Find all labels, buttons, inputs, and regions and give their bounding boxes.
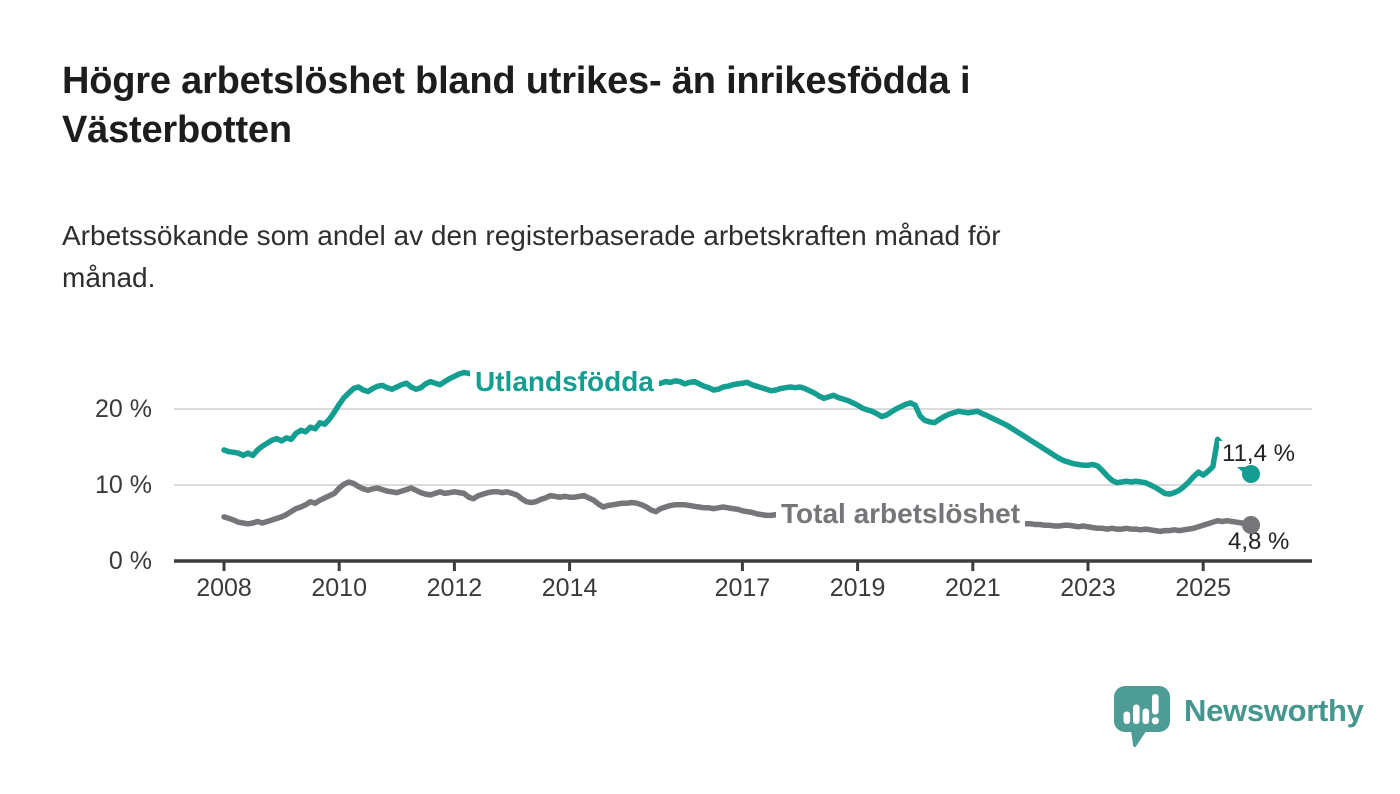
x-axis-tick-label: 2010 xyxy=(311,574,367,602)
x-axis-tick-label: 2025 xyxy=(1175,574,1231,602)
chart-title-line-2: Västerbotten xyxy=(62,109,292,151)
series-end-dot-1 xyxy=(1242,515,1261,534)
series-line-0 xyxy=(221,369,1254,497)
chart-subtitle-line-2: månad. xyxy=(62,262,156,293)
series-end-dot-0 xyxy=(1242,465,1261,484)
chart-subtitle-line-1: Arbetssökande som andel av den registerb… xyxy=(62,220,1001,251)
y-axis-tick-label: 0 % xyxy=(108,547,152,575)
newsworthy-logo-icon xyxy=(1114,686,1170,748)
x-axis-tick-label: 2017 xyxy=(714,574,771,602)
y-axis-tick-label: 10 % xyxy=(95,471,152,499)
chart-title-line-1: Högre arbetslöshet bland utrikes- än inr… xyxy=(62,60,971,102)
series-line-1 xyxy=(221,479,1254,535)
x-axis-tick-label: 2008 xyxy=(196,574,252,602)
end-value-label-total: 4,8 % xyxy=(1225,529,1293,555)
x-axis-tick-label: 2012 xyxy=(426,574,483,602)
newsworthy-logo: Newsworthy xyxy=(1114,686,1364,748)
newsworthy-logo-text: Newsworthy xyxy=(1184,693,1364,728)
chart-title: Högre arbetslöshet bland utrikes- än inr… xyxy=(62,57,1242,155)
x-axis-tick-label: 2019 xyxy=(829,574,886,602)
x-axis-tick-label: 2014 xyxy=(541,574,598,602)
y-axis-tick-label: 20 % xyxy=(95,395,152,423)
x-axis-tick-label: 2023 xyxy=(1060,574,1116,602)
chart-subtitle: Arbetssökande som andel av den registerb… xyxy=(62,215,1262,299)
x-axis-tick-label: 2021 xyxy=(944,574,1001,602)
end-value-label-utlandsfodda: 11,4 % xyxy=(1219,441,1298,467)
series-label-total-arbetsloshet: Total arbetslöshet xyxy=(776,498,1026,529)
series-label-utlandsfodda: Utlandsfödda xyxy=(470,366,659,397)
